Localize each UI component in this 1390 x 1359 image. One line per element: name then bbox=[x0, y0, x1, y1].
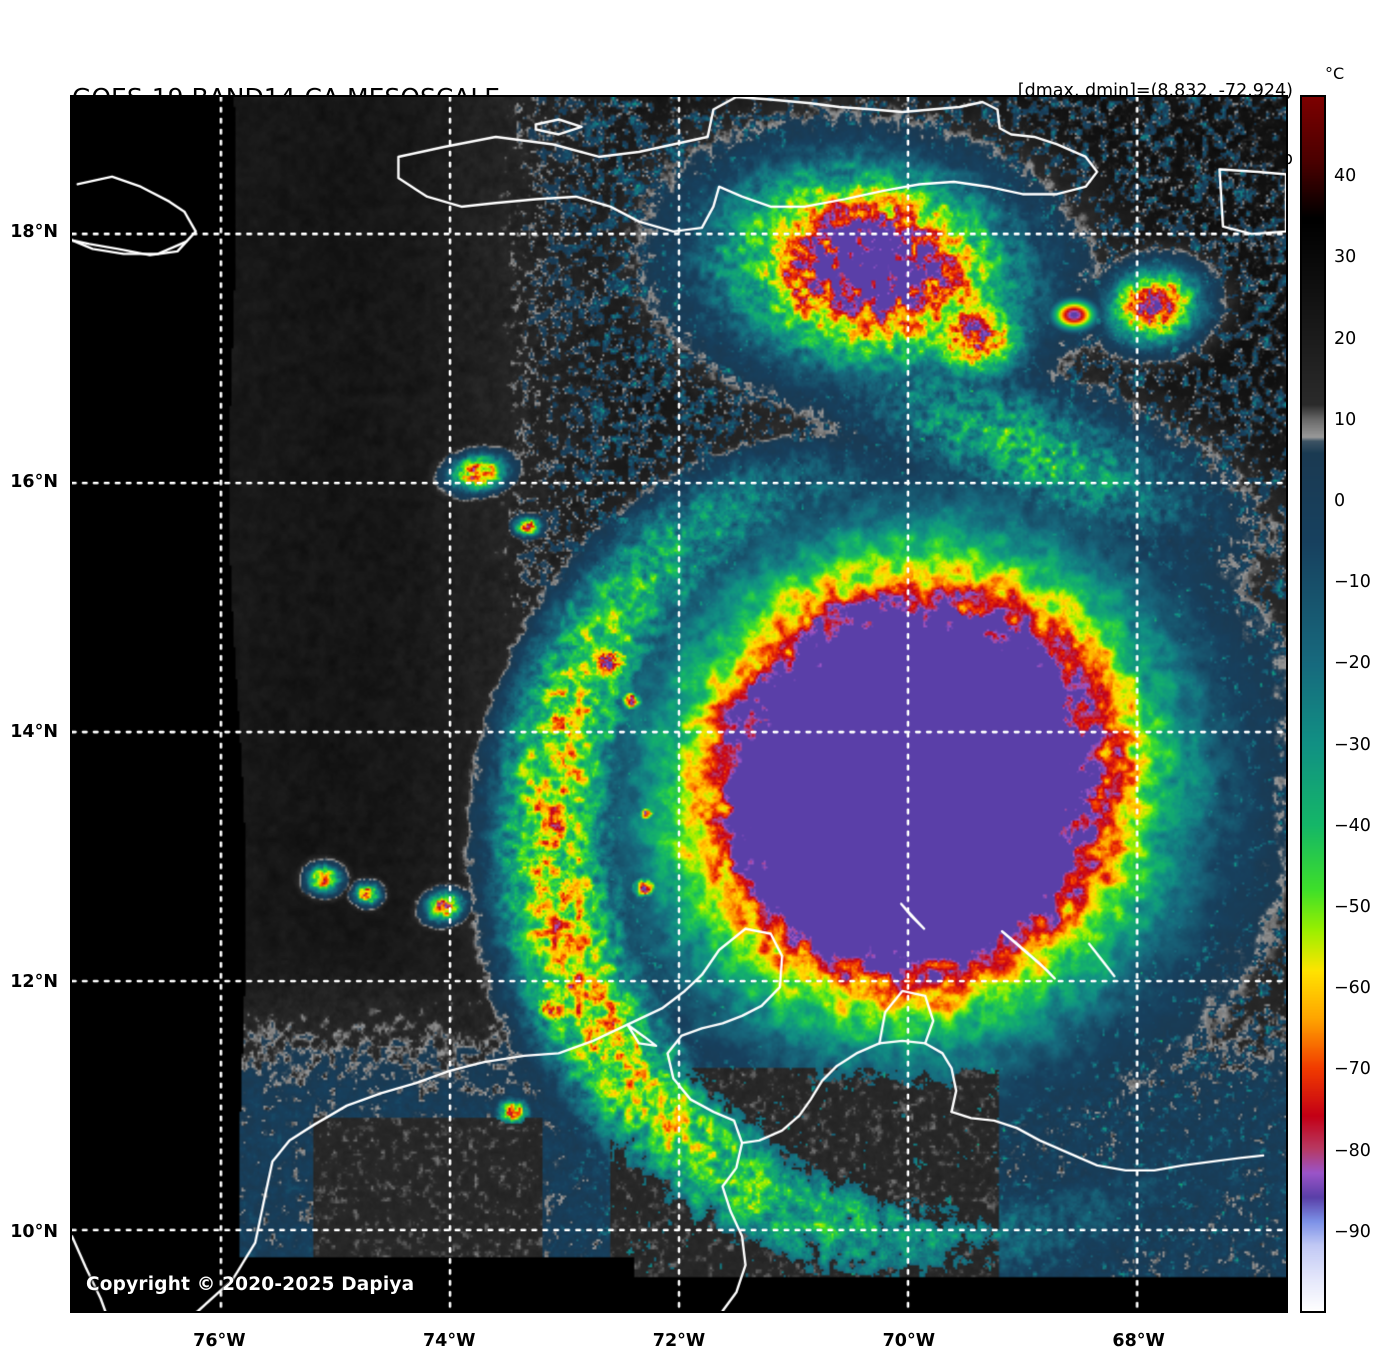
colorbar-tick-label: 40 bbox=[1334, 166, 1357, 187]
colorbar-tick-label: −50 bbox=[1334, 897, 1371, 917]
colorbar-tick-label: −90 bbox=[1334, 1221, 1371, 1242]
colorbar-tick-label: 0 bbox=[1334, 491, 1346, 511]
infrared-imagery-canvas bbox=[72, 97, 1286, 1311]
latitude-tick-label: 16°N bbox=[10, 472, 58, 493]
longitude-tick-label: 72°W bbox=[652, 1331, 706, 1351]
longitude-tick-label: 76°W bbox=[193, 1331, 246, 1351]
latitude-tick-label: 14°N bbox=[10, 722, 58, 743]
colorbar-tick-label: 10 bbox=[1334, 409, 1357, 430]
longitude-tick-label: 68°W bbox=[1112, 1331, 1165, 1351]
colorbar-tick-label: 30 bbox=[1334, 247, 1357, 268]
colorbar-gradient bbox=[1302, 97, 1324, 1311]
colorbar-tick-label: −30 bbox=[1334, 734, 1371, 755]
latitude-tick-label: 18°N bbox=[10, 222, 58, 243]
colorbar-tick-label: −20 bbox=[1334, 653, 1371, 674]
latitude-tick-label: 10°N bbox=[10, 1221, 58, 1242]
temperature-colorbar[interactable] bbox=[1300, 95, 1326, 1313]
colorbar-tick-label: −60 bbox=[1334, 978, 1371, 999]
satellite-plot-area[interactable]: Copyright © 2020-2025 Dapiya bbox=[70, 95, 1288, 1313]
colorbar-tick-label: −10 bbox=[1334, 572, 1371, 593]
colorbar-unit-label: °C bbox=[1325, 64, 1345, 83]
copyright-notice: Copyright © 2020-2025 Dapiya bbox=[86, 1274, 415, 1295]
longitude-tick-label: 70°W bbox=[882, 1331, 935, 1351]
colorbar-tick-label: −80 bbox=[1334, 1140, 1371, 1161]
colorbar-tick-label: 20 bbox=[1334, 328, 1357, 349]
colorbar-tick-label: −70 bbox=[1334, 1059, 1371, 1080]
latitude-tick-label: 12°N bbox=[10, 971, 58, 992]
colorbar-tick-label: −40 bbox=[1334, 815, 1371, 836]
longitude-tick-label: 74°W bbox=[422, 1331, 476, 1351]
